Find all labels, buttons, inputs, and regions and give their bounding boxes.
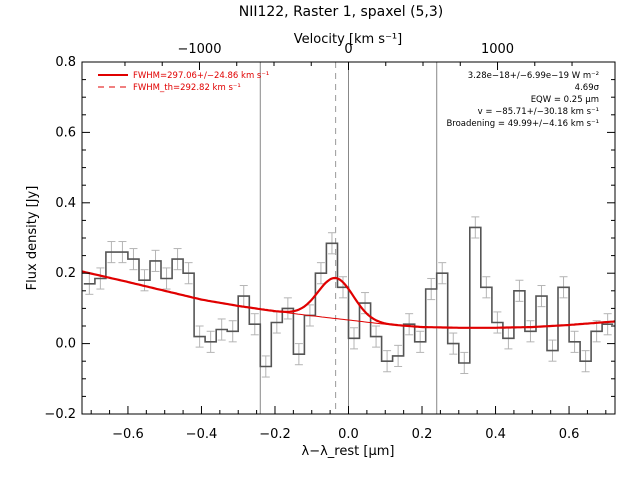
x-tick-label: 0.4 (485, 427, 506, 442)
y-tick-label: 0.0 (55, 337, 76, 352)
y-tick-label: 0.6 (55, 125, 76, 140)
y-tick-label: 0.2 (55, 266, 76, 281)
x-tick-label: 0.0 (338, 427, 359, 442)
x-tick-label: −0.4 (186, 427, 218, 442)
legend-dashed-label: FWHM_th=292.82 km s⁻¹ (133, 83, 241, 93)
top-tick-label: 0 (344, 42, 352, 57)
y-tick-label: 0.4 (55, 196, 76, 211)
top-tick-label: −1000 (177, 42, 221, 57)
top-axis-label: Velocity [km s⁻¹] (294, 32, 402, 47)
spectrum-histogram (83, 226, 614, 368)
annotation-velocity: v = −85.71+/−30.18 km s⁻¹ (478, 107, 599, 117)
y-axis-label: Flux density [Jy] (25, 186, 40, 291)
annotation-broadening: Broadening = 49.99+/−4.16 km s⁻¹ (446, 119, 599, 129)
x-tick-label: −0.2 (259, 427, 291, 442)
x-tick-label: 0.6 (559, 427, 580, 442)
annotation-flux: 3.28e−18+/−6.99e−19 W m⁻² (468, 71, 599, 81)
y-tick-label: −0.2 (44, 407, 76, 422)
chart-title: NII122, Raster 1, spaxel (5,3) (239, 4, 444, 20)
legend-solid-label: FWHM=297.06+/−24.86 km s⁻¹ (133, 71, 269, 81)
annotation-eqw: EQW = 0.25 μm (531, 95, 599, 105)
annotation-significance: 4.69σ (575, 83, 600, 93)
x-tick-label: 0.2 (412, 427, 433, 442)
x-tick-label: −0.6 (112, 427, 144, 442)
x-axis-label: λ−λ_rest [μm] (302, 444, 395, 459)
top-tick-label: 1000 (481, 42, 514, 57)
y-tick-label: 0.8 (55, 55, 76, 70)
line-fit (81, 270, 616, 329)
